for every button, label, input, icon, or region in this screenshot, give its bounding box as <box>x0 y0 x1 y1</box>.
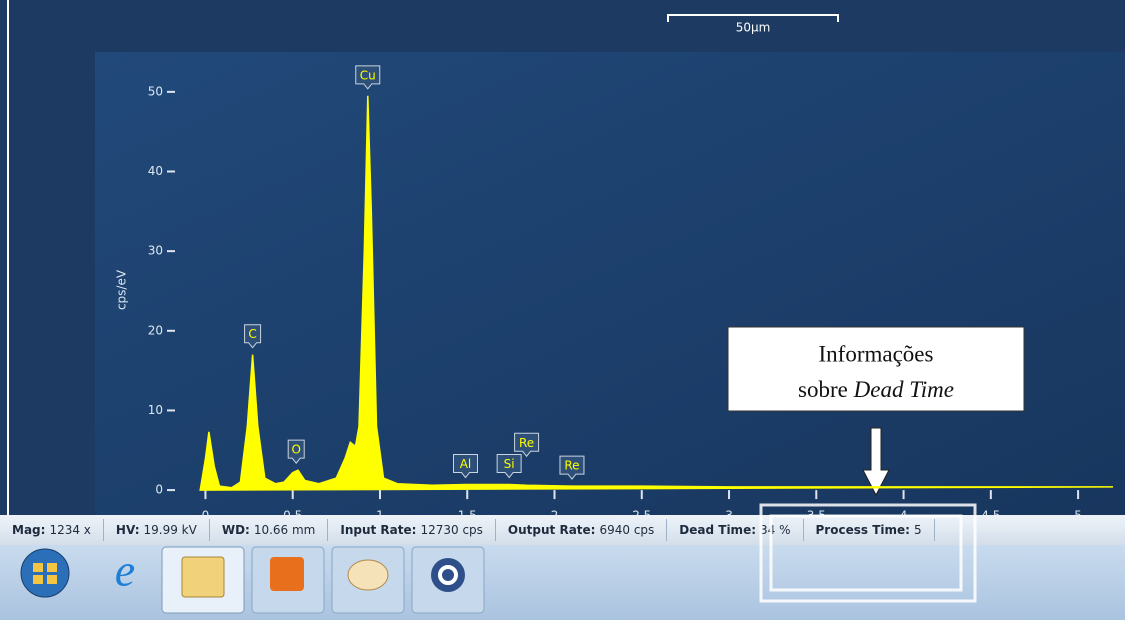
status-value: 6940 cps <box>599 523 654 537</box>
annotation-line2: sobre Dead Time <box>798 377 954 402</box>
status-value: 34 % <box>760 523 791 537</box>
peak-label: O <box>291 443 300 457</box>
y-tick-label: 40 <box>148 164 163 178</box>
y-tick-label: 30 <box>148 244 163 258</box>
status-value: 19.99 kV <box>144 523 197 537</box>
status-item: HV: 19.99 kV <box>104 519 210 541</box>
status-value: 10.66 mm <box>254 523 316 537</box>
peak-label: Cu <box>360 68 376 82</box>
annotation-line1: Informações <box>819 341 934 366</box>
status-value: 1234 x <box>49 523 90 537</box>
status-item: Output Rate:6940 cps <box>496 519 667 541</box>
screen: 50µm cps/eV Informações sobre Dead Time … <box>0 0 1125 620</box>
status-label: Process Time: <box>816 523 910 537</box>
peak-label: C <box>248 327 256 341</box>
paint-icon <box>348 560 388 590</box>
peak-label: Si <box>504 457 515 471</box>
y-axis-label: cps/eV <box>115 269 129 310</box>
status-item: Input Rate: 12730 cps <box>328 519 496 541</box>
start-button[interactable] <box>21 549 69 597</box>
status-item: Process Time: 5 <box>804 519 935 541</box>
peak-label: Re <box>564 459 579 473</box>
y-tick-label: 10 <box>148 403 163 417</box>
status-item: Mag: 1234 x <box>0 519 104 541</box>
annotation-prefix: sobre <box>798 377 848 402</box>
app-icon <box>431 558 465 592</box>
browser-icon[interactable]: e <box>115 545 135 596</box>
status-label: Output Rate: <box>508 523 596 537</box>
status-label: Input Rate: <box>340 523 416 537</box>
status-label: HV: <box>116 523 140 537</box>
scale-bar-label: 50µm <box>736 21 771 35</box>
y-tick-label: 0 <box>155 483 163 497</box>
annotation-emphasis: Dead Time <box>853 377 954 402</box>
status-label: Dead Time: <box>679 523 756 537</box>
status-bar: Mag: 1234 x HV: 19.99 kV WD: 10.66 mm Input Ra… <box>0 515 1125 545</box>
status-value: 12730 cps <box>420 523 482 537</box>
status-item: WD: 10.66 mm <box>210 519 329 541</box>
y-tick-label: 50 <box>148 84 163 98</box>
spectrum-view: 50µm cps/eV Informações sobre Dead Time … <box>0 0 1125 515</box>
status-label: WD: <box>222 523 250 537</box>
status-label: Mag: <box>12 523 45 537</box>
peak-label: Al <box>460 457 472 471</box>
taskbar-icons: e <box>0 545 1125 620</box>
status-value: 5 <box>914 523 922 537</box>
y-tick-label: 20 <box>148 323 163 337</box>
peak-label: Re <box>519 436 534 450</box>
status-item: Dead Time: 34 % <box>667 519 803 541</box>
media-icon <box>270 557 304 591</box>
taskbar: e <box>0 545 1125 620</box>
explorer-icon <box>182 557 224 597</box>
